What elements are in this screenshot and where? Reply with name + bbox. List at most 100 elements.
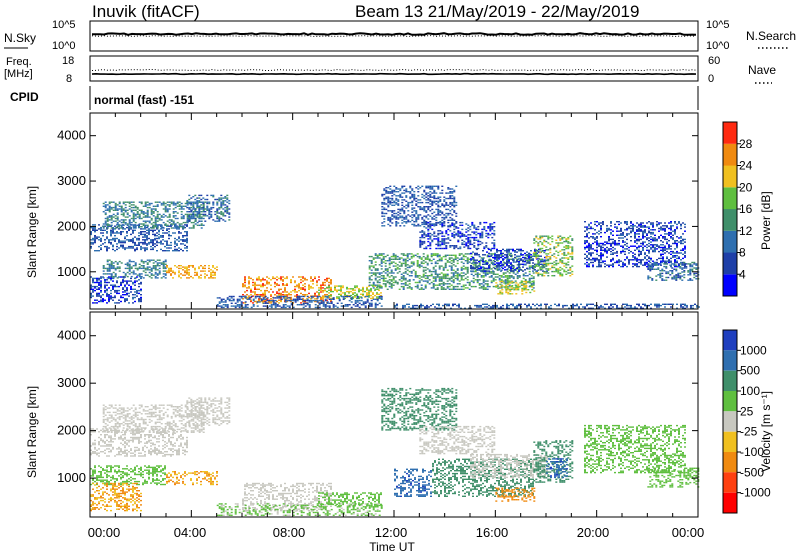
data-cell	[604, 260, 606, 262]
data-cell	[559, 273, 562, 275]
data-cell	[464, 277, 467, 280]
data-cell	[429, 191, 432, 193]
data-cell	[178, 223, 181, 225]
data-cell	[324, 289, 326, 292]
data-cell	[612, 249, 614, 251]
data-cell	[122, 247, 124, 249]
data-cell	[555, 262, 558, 265]
data-cell	[565, 262, 568, 265]
data-cell	[389, 225, 392, 227]
data-cell	[429, 195, 432, 197]
data-cell	[478, 265, 480, 267]
data-cell	[395, 187, 398, 189]
data-cell	[455, 222, 458, 224]
data-cell	[485, 232, 488, 235]
data-cell	[134, 206, 137, 209]
data-cell	[144, 248, 146, 251]
data-cell	[423, 234, 426, 236]
data-cell	[210, 216, 213, 218]
data-cell	[372, 257, 375, 259]
data-cell	[100, 247, 102, 249]
data-cell	[306, 304, 309, 306]
data-cell	[208, 202, 211, 205]
data-cell	[421, 230, 424, 232]
data-cell	[308, 301, 311, 303]
data-cell	[322, 284, 324, 286]
data-cell	[238, 299, 241, 302]
data-cell	[446, 254, 449, 256]
data-cell	[340, 305, 343, 307]
data-cell	[272, 291, 274, 293]
data-cell	[212, 277, 214, 279]
data-cell	[385, 192, 388, 194]
data-cell	[425, 206, 428, 208]
data-cell	[389, 192, 392, 194]
data-cell	[182, 250, 184, 252]
data-cell	[401, 199, 404, 201]
data-cell	[332, 306, 335, 309]
data-cell	[540, 263, 542, 265]
data-cell	[547, 253, 550, 255]
data-cell	[374, 288, 377, 290]
data-cell	[399, 208, 402, 211]
data-cell	[537, 272, 540, 274]
data-cell	[200, 224, 203, 226]
data-cell	[126, 201, 129, 203]
data-cell	[508, 251, 510, 253]
data-cell	[490, 253, 493, 255]
data-cell	[264, 302, 267, 304]
data-cell	[483, 228, 486, 231]
data-cell	[226, 211, 229, 213]
data-cell	[432, 280, 435, 282]
data-cell	[510, 262, 512, 264]
data-cell	[258, 295, 261, 298]
data-cell	[480, 267, 482, 270]
data-cell	[392, 277, 395, 280]
data-cell	[461, 234, 464, 236]
data-cell	[108, 247, 110, 249]
data-cell	[471, 223, 474, 225]
data-cell	[506, 270, 509, 273]
data-cell	[124, 219, 127, 221]
data-cell	[328, 294, 330, 297]
data-cell	[486, 280, 489, 282]
data-cell	[268, 291, 270, 293]
data-cell	[184, 231, 186, 233]
data-cell	[569, 253, 572, 255]
data-cell	[404, 277, 407, 280]
data-cell	[106, 267, 109, 270]
data-cell	[510, 269, 512, 271]
data-cell	[118, 276, 120, 278]
data-cell	[439, 230, 442, 232]
data-cell	[543, 235, 546, 237]
data-cell	[416, 265, 419, 267]
data-cell	[419, 199, 422, 201]
data-cell	[502, 248, 504, 251]
data-cell	[486, 273, 489, 275]
data-cell	[429, 203, 432, 205]
data-cell	[298, 295, 301, 298]
data-cell	[429, 188, 432, 190]
data-cell	[232, 305, 235, 307]
data-cell	[150, 209, 153, 211]
data-cell	[567, 245, 570, 247]
data-cell	[435, 216, 438, 219]
data-cell	[364, 306, 367, 309]
data-cell	[584, 257, 586, 260]
data-cell	[156, 232, 158, 234]
data-cell	[469, 243, 472, 246]
data-cell	[553, 246, 556, 248]
data-cell	[514, 261, 517, 263]
data-cell	[124, 247, 126, 249]
data-cell	[387, 199, 390, 201]
data-cell	[166, 250, 168, 252]
data-cell	[198, 213, 201, 216]
data-cell	[308, 299, 311, 302]
data-cell	[383, 218, 386, 220]
data-cell	[522, 275, 525, 277]
data-cell	[146, 244, 148, 246]
data-cell	[368, 289, 370, 291]
data-cell	[224, 200, 227, 202]
data-cell	[126, 235, 128, 237]
data-cell	[264, 292, 266, 295]
